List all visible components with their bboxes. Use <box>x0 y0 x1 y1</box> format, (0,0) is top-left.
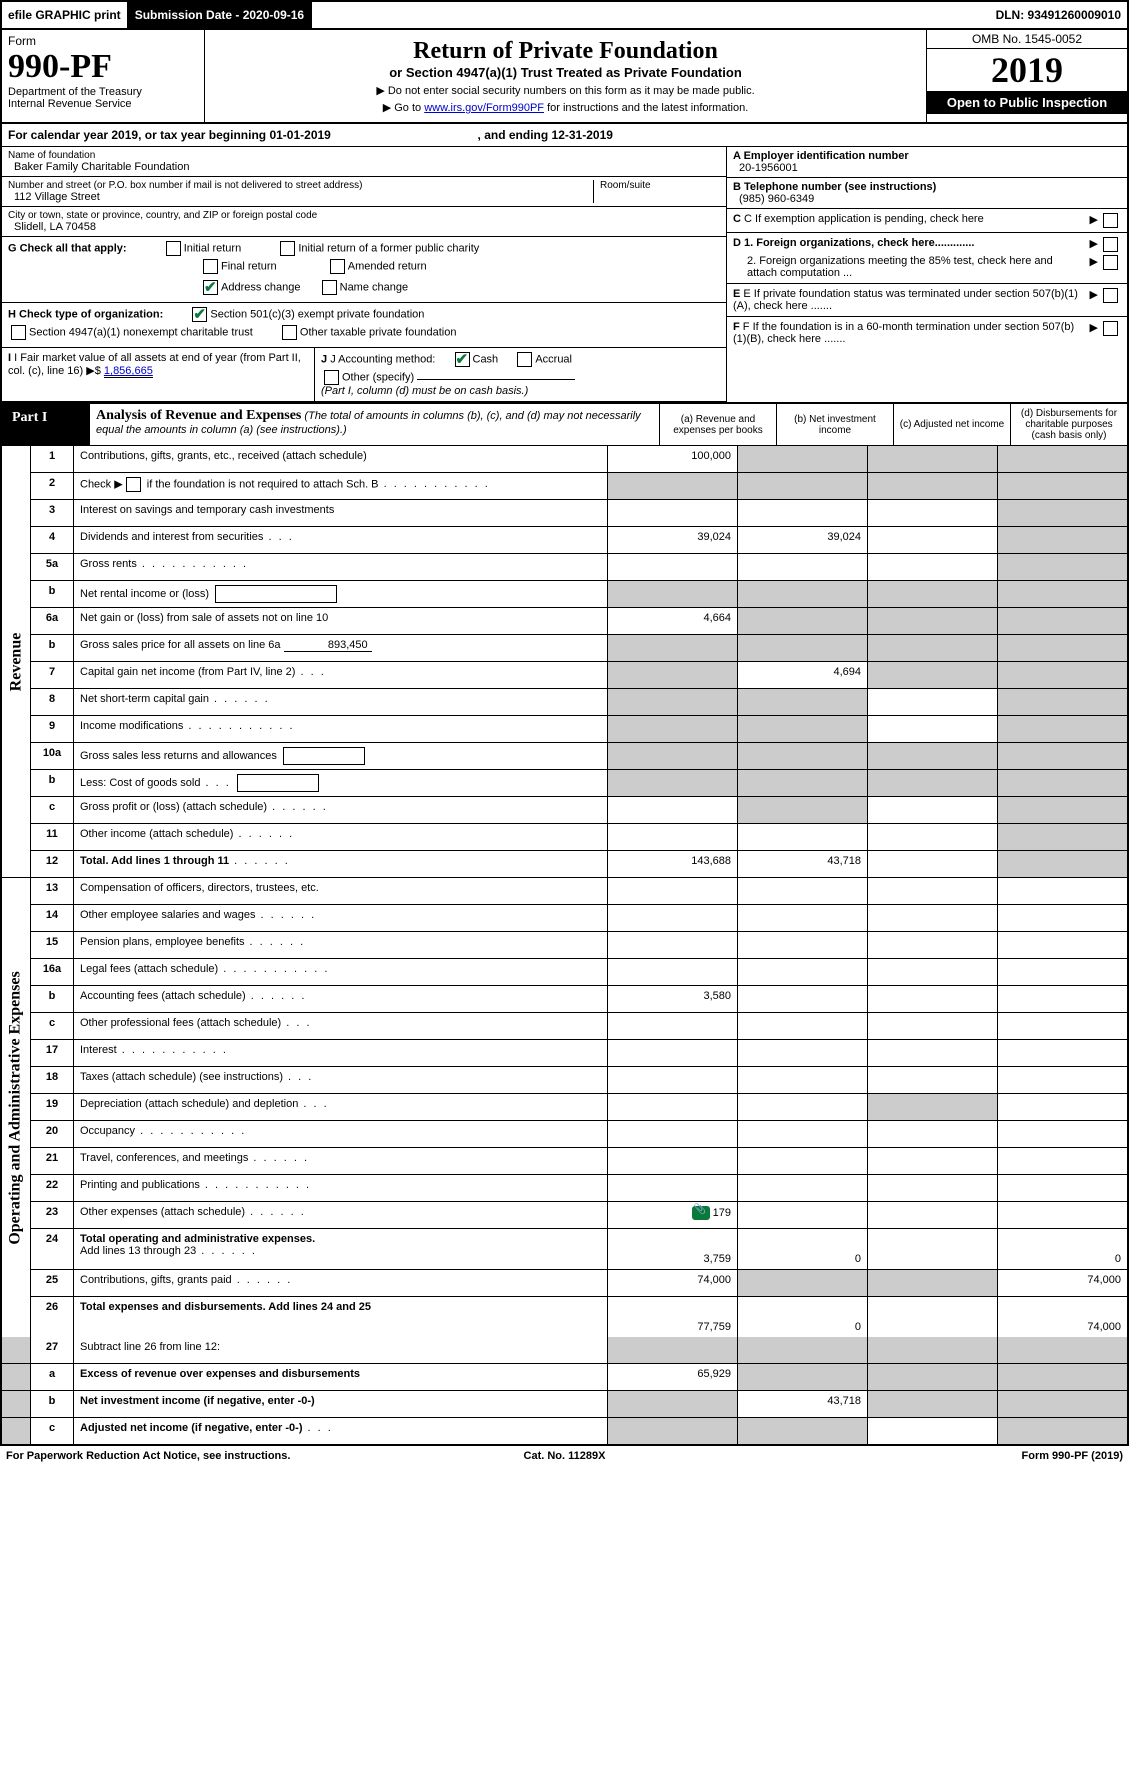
checkbox-4947[interactable] <box>11 325 26 340</box>
checkbox-accrual[interactable] <box>517 352 532 367</box>
col-a: (a) Revenue and expenses per books <box>659 404 776 445</box>
form-header: Form 990-PF Department of the Treasury I… <box>0 30 1129 124</box>
form-number: 990-PF <box>8 48 198 86</box>
tel-value: (985) 960-6349 <box>733 193 1121 205</box>
dept-treasury: Department of the Treasury <box>8 86 198 98</box>
checkbox-f[interactable] <box>1103 321 1118 336</box>
instruction-2: ▶ Go to www.irs.gov/Form990PF for instru… <box>213 97 918 114</box>
section-ij: I I Fair market value of all assets at e… <box>2 348 726 402</box>
checkbox-other-method[interactable] <box>324 370 339 385</box>
city-state-zip: Slidell, LA 70458 <box>8 221 720 233</box>
info-section: Name of foundation Baker Family Charitab… <box>0 147 1129 402</box>
checkbox-amended[interactable] <box>330 259 345 274</box>
top-bar: efile GRAPHIC print Submission Date - 20… <box>0 0 1129 30</box>
irs-link[interactable]: www.irs.gov/Form990PF <box>424 102 544 114</box>
expenses-section: Operating and Administrative Expenses 13… <box>0 877 1129 1337</box>
footer-cat: Cat. No. 11289X <box>378 1450 750 1462</box>
addr-label: Number and street (or P.O. box number if… <box>8 180 593 191</box>
checkbox-name-change[interactable] <box>322 280 337 295</box>
footer-left: For Paperwork Reduction Act Notice, see … <box>6 1450 378 1462</box>
checkbox-cash[interactable] <box>455 352 470 367</box>
attachment-icon[interactable] <box>692 1206 710 1220</box>
j-note: (Part I, column (d) must be on cash basi… <box>321 385 720 397</box>
city-label: City or town, state or province, country… <box>8 210 720 221</box>
col-d: (d) Disbursements for charitable purpose… <box>1010 404 1127 445</box>
checkbox-final[interactable] <box>203 259 218 274</box>
checkbox-d1[interactable] <box>1103 237 1118 252</box>
col-b: (b) Net investment income <box>776 404 893 445</box>
name-label: Name of foundation <box>8 150 720 161</box>
street-address: 112 Village Street <box>8 191 593 203</box>
instruction-1: ▶ Do not enter social security numbers o… <box>213 80 918 97</box>
checkbox-sch-b[interactable] <box>126 477 141 492</box>
section-h: H Check type of organization: Section 50… <box>2 303 726 348</box>
calendar-year-row: For calendar year 2019, or tax year begi… <box>0 124 1129 147</box>
expenses-label: Operating and Administrative Expenses <box>7 971 25 1244</box>
ein-value: 20-1956001 <box>733 162 1121 174</box>
foundation-name: Baker Family Charitable Foundation <box>8 161 720 173</box>
revenue-label: Revenue <box>7 632 25 691</box>
checkbox-c[interactable] <box>1103 213 1118 228</box>
page-footer: For Paperwork Reduction Act Notice, see … <box>0 1446 1129 1466</box>
part-label: Part I <box>2 404 90 445</box>
form-subtitle: or Section 4947(a)(1) Trust Treated as P… <box>213 65 918 80</box>
tel-label: B Telephone number (see instructions) <box>733 181 1121 193</box>
col-c: (c) Adjusted net income <box>893 404 1010 445</box>
dept-irs: Internal Revenue Service <box>8 98 198 110</box>
checkbox-other-taxable[interactable] <box>282 325 297 340</box>
room-label: Room/suite <box>600 180 720 191</box>
checkbox-initial[interactable] <box>166 241 181 256</box>
section-g: G Check all that apply: Initial return I… <box>2 237 726 303</box>
open-public: Open to Public Inspection <box>927 91 1127 114</box>
checkbox-e[interactable] <box>1103 288 1118 303</box>
checkbox-d2[interactable] <box>1103 255 1118 270</box>
dln: DLN: 93491260009010 <box>990 2 1127 28</box>
submission-date: Submission Date - 2020-09-16 <box>129 2 312 28</box>
fmv-value[interactable]: 1,856,665 <box>104 365 153 378</box>
part1-header: Part I Analysis of Revenue and Expenses … <box>0 402 1129 446</box>
tax-year: 2019 <box>927 49 1127 91</box>
omb-number: OMB No. 1545-0052 <box>927 30 1127 49</box>
revenue-section: Revenue 1Contributions, gifts, grants, e… <box>0 446 1129 877</box>
form-title: Return of Private Foundation <box>213 38 918 65</box>
ein-label: A Employer identification number <box>733 150 1121 162</box>
checkbox-initial-former[interactable] <box>280 241 295 256</box>
checkbox-501c3[interactable] <box>192 307 207 322</box>
line-27-section: 27Subtract line 26 from line 12: aExcess… <box>0 1337 1129 1446</box>
checkbox-address-change[interactable] <box>203 280 218 295</box>
form-word: Form <box>8 34 198 48</box>
footer-form: Form 990-PF (2019) <box>751 1450 1123 1462</box>
efile-label: efile GRAPHIC print <box>2 2 129 28</box>
